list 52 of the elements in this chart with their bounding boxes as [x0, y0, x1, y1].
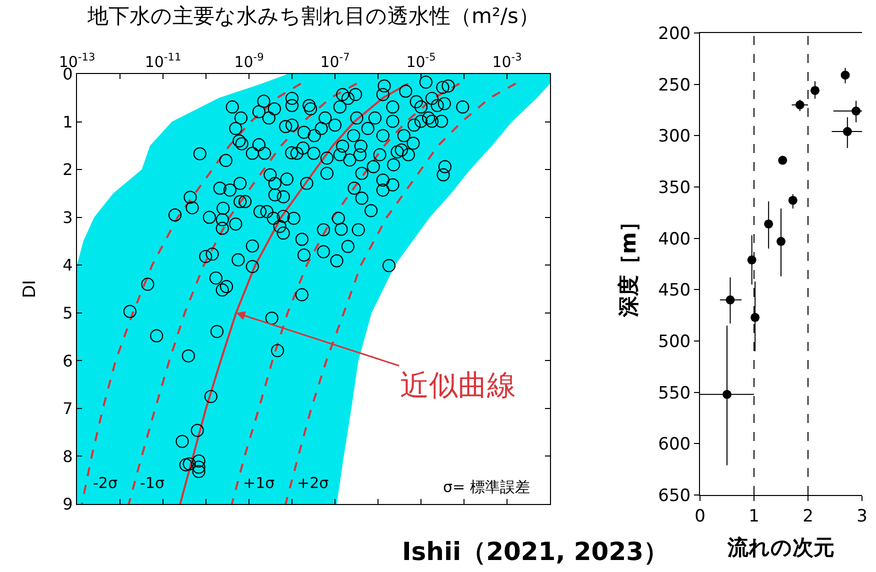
point — [795, 100, 804, 110]
y-tick-label: 1 — [62, 112, 73, 132]
y-tick-label: 350 — [658, 178, 691, 198]
x-tick-label: 2 — [802, 506, 814, 526]
text: 近似曲線 — [400, 368, 516, 402]
annotation: σ= 標準誤差 — [443, 478, 530, 496]
y-tick-label: 450 — [658, 280, 691, 301]
y-tick-label: 2 — [62, 160, 73, 180]
y-tick-label: 3 — [62, 208, 73, 227]
y-tick-label: 8 — [62, 446, 73, 466]
y-tick-label: 650 — [658, 486, 691, 506]
x-tick-label: 3 — [856, 506, 868, 526]
series-label: +1σ — [243, 474, 276, 492]
x-tick-label: 10$^{-3}$ — [492, 52, 522, 71]
point — [722, 390, 732, 399]
point — [852, 106, 861, 116]
y-tick-label: 600 — [658, 434, 691, 455]
y-tick-label: 9 — [62, 494, 73, 514]
x-tick-label: 10$^{-5}$ — [406, 52, 436, 71]
y-tick-label: 550 — [658, 383, 691, 404]
y-axis-title: DI — [20, 280, 40, 298]
series-label: -2σ — [93, 474, 118, 492]
y-tick-label: 300 — [658, 126, 691, 147]
x-axis-title: 流れの次元 — [726, 536, 834, 560]
point — [776, 236, 786, 246]
point — [747, 255, 756, 264]
series-label: -1σ — [140, 474, 165, 492]
point — [750, 312, 760, 322]
text: Ishii（2021, 2023） — [402, 537, 668, 566]
series-label: +2σ — [297, 474, 330, 492]
point — [810, 86, 820, 95]
x-axis-title: 地下水の主要な水みち割れ目の透水性（m²/s） — [86, 4, 540, 28]
point — [726, 295, 735, 304]
y-tick-label: 5 — [62, 303, 73, 322]
y-tick-label: 4 — [62, 256, 73, 275]
y-tick-label: 7 — [62, 399, 73, 418]
x-tick-label: 10$^{-11}$ — [144, 52, 182, 71]
y-tick-label: 200 — [658, 24, 691, 44]
point — [788, 196, 798, 205]
x-tick-label: 10$^{-9}$ — [234, 52, 264, 71]
y-axis-title: 深度［m］ — [616, 211, 640, 318]
y-tick-label: 500 — [658, 332, 691, 352]
x-tick-label: 10$^{-7}$ — [320, 52, 350, 71]
y-tick-label: 250 — [658, 75, 691, 96]
point — [778, 156, 788, 165]
point — [842, 127, 852, 136]
point — [764, 219, 774, 228]
y-tick-label: 400 — [658, 229, 691, 250]
x-tick-label: 1 — [748, 506, 760, 526]
x-tick-label: 0 — [694, 506, 706, 526]
y-tick-label: 6 — [62, 351, 73, 370]
point — [840, 70, 850, 80]
